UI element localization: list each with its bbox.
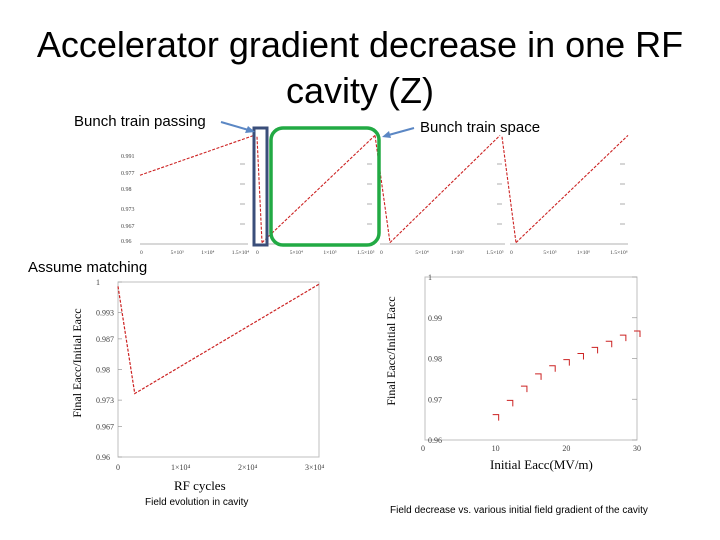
- left-xtick-label: 3×10⁴: [305, 463, 325, 472]
- top-xtick-label: 1.5×10⁵: [486, 250, 503, 256]
- left-ytick-label: 0.973: [96, 396, 114, 405]
- top-xtick-label: 5×10³: [171, 250, 184, 256]
- right-data-point: [563, 359, 570, 366]
- bunch-train-space-box: [269, 126, 381, 247]
- right-data-point: [605, 340, 613, 348]
- top-series-segment: [515, 134, 629, 244]
- left-ytick-label: 0.96: [96, 453, 110, 462]
- left-xlabel: RF cycles: [174, 478, 226, 493]
- top-series-segment: [256, 136, 263, 243]
- right-data-point: [549, 365, 556, 372]
- bunch-train-space-label: Bunch train space: [420, 119, 541, 136]
- right-data-point: [492, 414, 500, 421]
- right-caption: Field decrease vs. various initial field…: [390, 505, 648, 516]
- left-ylabel: Final Eacc/Initial Eacc: [70, 308, 84, 418]
- left-ytick-label: 0.987: [96, 335, 114, 344]
- left-xtick-label: 1×10⁴: [171, 463, 191, 472]
- top-xtick-label: 0: [510, 250, 513, 256]
- right-xtick-label: 0: [421, 444, 425, 453]
- top-xtick-label: 1×10⁵: [323, 250, 336, 256]
- right-data-point: [535, 373, 542, 380]
- assume-matching-label: Assume matching: [28, 259, 148, 276]
- right-data-point: [506, 399, 514, 407]
- top-ytick-label: 0.991: [121, 154, 135, 160]
- top-xtick-label: 0: [380, 250, 383, 256]
- space-arrow-head-icon: [382, 131, 391, 138]
- top-ytick-label: 0.973: [121, 207, 135, 213]
- right-ytick-label: 1: [428, 273, 432, 282]
- right-ytick-label: 0.97: [428, 395, 442, 404]
- right-ylabel: Final Eacc/Initial Eacc: [384, 296, 398, 406]
- top-xtick-label: 1.5×10⁴: [232, 250, 249, 256]
- top-xtick-label: 0: [140, 250, 143, 256]
- left-caption: Field evolution in cavity: [145, 497, 249, 508]
- top-series-segment: [389, 134, 501, 244]
- top-series-segment: [261, 134, 376, 244]
- passing-arrow-head-icon: [245, 126, 255, 133]
- right-xlabel: Initial Eacc(MV/m): [490, 457, 593, 472]
- top-ytick-label: 0.967: [121, 224, 135, 230]
- top-xtick-label: 1×10⁶: [577, 250, 590, 256]
- left-ytick-label: 0.967: [96, 422, 114, 431]
- left-xtick-label: 2×10⁴: [238, 463, 258, 472]
- top-xtick-label: 1.5×10⁵: [357, 250, 374, 256]
- top-xtick-label: 0: [256, 250, 259, 256]
- right-xtick-label: 10: [492, 444, 500, 453]
- left-ytick-label: 1: [96, 278, 100, 287]
- top-xtick-label: 5×10⁴: [415, 250, 428, 256]
- top-ytick-label: 0.977: [121, 171, 135, 177]
- page-title: Accelerator gradient decrease in one RF …: [36, 24, 684, 111]
- bunch-train-passing-label: Bunch train passing: [74, 113, 206, 130]
- right-ytick-label: 0.96: [428, 436, 442, 445]
- top-ytick-label: 0.98: [121, 187, 132, 193]
- right-data-point: [520, 385, 528, 393]
- right-data-point: [577, 352, 584, 360]
- top-xtick-label: 5×10⁵: [543, 250, 556, 256]
- top-ytick-label: 0.96: [121, 239, 132, 245]
- left-ytick-label: 0.98: [96, 366, 110, 375]
- field-evolution-series-line: [117, 283, 320, 395]
- top-xtick-label: 1×10⁵: [451, 250, 464, 256]
- right-ytick-label: 0.99: [428, 314, 442, 323]
- top-strip-ticks: 0.991 0.977 0.98 0.973 0.967 0.96 0 5×10³ 1×10⁴ 1…: [121, 154, 628, 256]
- right-xtick-label: 30: [633, 444, 641, 453]
- top-xtick-label: 5×10⁴: [290, 250, 303, 256]
- right-data-point: [634, 330, 641, 338]
- top-xtick-label: 1×10⁴: [201, 250, 214, 256]
- right-data-point: [591, 346, 599, 354]
- left-ytick-label: 0.993: [96, 309, 114, 318]
- field-decrease-plot-area: [424, 276, 638, 441]
- right-xtick-label: 20: [562, 444, 570, 453]
- left-xtick-label: 0: [116, 463, 120, 472]
- bunch-train-passing-box: [252, 126, 269, 247]
- right-data-point: [619, 334, 627, 342]
- top-xtick-label: 1.5×10⁶: [610, 250, 627, 256]
- top-series-segment: [139, 134, 255, 176]
- right-ytick-label: 0.98: [428, 355, 442, 364]
